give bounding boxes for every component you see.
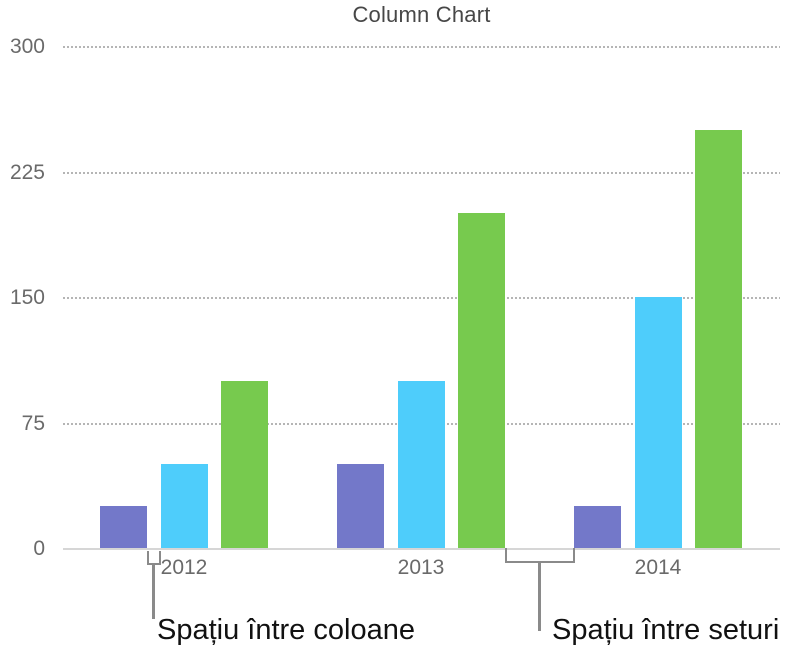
set-gap-callout-line bbox=[538, 561, 541, 631]
bar-2014-blue-series bbox=[634, 297, 682, 548]
y-tick-label-150: 150 bbox=[9, 286, 45, 309]
bar-2014-green-series bbox=[695, 129, 742, 548]
bar-2013-blue-series bbox=[397, 380, 445, 548]
x-axis-line bbox=[63, 548, 780, 550]
gridline-225 bbox=[63, 171, 780, 174]
y-tick-label-225: 225 bbox=[9, 160, 45, 184]
bar-2014-purple-series bbox=[574, 506, 621, 548]
chart-title: Column Chart bbox=[352, 2, 491, 27]
column-gap-label: Spațiu între coloane bbox=[157, 614, 415, 646]
x-label-2014: 2014 bbox=[634, 556, 682, 579]
y-tick-label-75: 75 bbox=[21, 411, 45, 435]
bar-2012-purple-series bbox=[100, 506, 147, 548]
bar-2013-purple-series bbox=[337, 464, 384, 548]
bar-2013-green-series bbox=[458, 213, 505, 548]
y-tick-label-300: 300 bbox=[9, 35, 45, 58]
set-gap-label: Spațiu între seturi bbox=[552, 614, 780, 646]
x-label-2012: 2012 bbox=[160, 556, 208, 579]
bar-2012-green-series bbox=[221, 380, 268, 548]
gridline-300 bbox=[63, 46, 780, 48]
bar-2012-blue-series bbox=[160, 464, 208, 548]
x-label-2013: 2013 bbox=[397, 556, 445, 579]
gridline-150 bbox=[63, 297, 780, 299]
column-gap-callout-line bbox=[152, 564, 155, 619]
plot-area bbox=[63, 46, 780, 550]
column-gap-bracket bbox=[147, 551, 161, 565]
y-tick-label-0: 0 bbox=[33, 537, 45, 560]
